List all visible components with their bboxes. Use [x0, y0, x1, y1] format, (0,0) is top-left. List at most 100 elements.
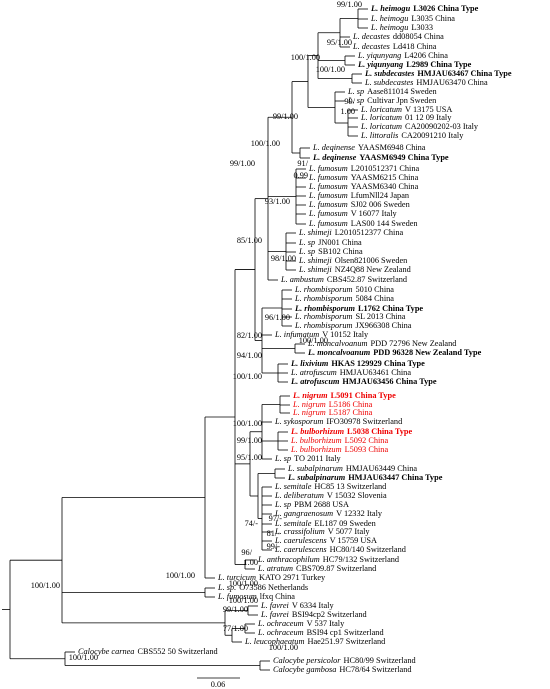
taxon-name: L. sykosporum	[274, 417, 323, 426]
taxon-name: L. sp	[347, 87, 364, 96]
support-value: 99/1.00	[230, 159, 255, 168]
taxon-voucher: CA20091210 Italy	[401, 131, 464, 140]
support-value: 85/1.00	[237, 236, 262, 245]
taxon-name: L. semitale	[274, 482, 312, 491]
taxon-label: L. atrofuscum HMJAU63456 China Type	[290, 377, 437, 386]
taxon-name: L. nigrum	[292, 408, 326, 417]
tree-branches	[2, 8, 368, 671]
taxon-voucher: L2010512377 China	[335, 228, 404, 237]
taxon-voucher: EL187 09 Sweden	[314, 519, 376, 528]
taxon-voucher: HMJAU63461 China	[340, 368, 412, 377]
taxon-label: L. sykosporum IFO30978 Switzerland	[274, 417, 403, 426]
taxon-name: L. sp	[274, 500, 291, 509]
support-value: 81/-	[267, 529, 281, 538]
taxon-name: L. bulborhizum	[290, 436, 342, 445]
taxon-label: L. subalpinarum HMJAU63449 China	[287, 464, 417, 473]
taxon-label: L. sp Cultivar Jpn Sweden	[347, 96, 437, 105]
taxon-voucher: HC85 13 Switzerland	[314, 482, 387, 491]
taxon-label: Calocybe carnea CBS552 50 Switzerland	[78, 647, 219, 656]
taxon-voucher: L2989 China Type	[406, 60, 471, 69]
taxon-voucher: lfxq China	[260, 592, 296, 601]
taxon-name: L. turcicum	[217, 573, 256, 582]
taxon-name: L. rhombisporum	[294, 285, 352, 294]
support-value: 0.99	[293, 171, 308, 180]
taxon-label: L. bulborhizum L5038 China Type	[290, 427, 413, 436]
taxon-name: L. fumosum	[308, 164, 348, 173]
taxon-voucher: IFO30978 Switzerland	[326, 417, 403, 426]
support-value: 96/1.00	[265, 313, 290, 322]
taxon-voucher: HMJAU63449 China	[346, 464, 418, 473]
support-value: 100/1.00	[166, 571, 195, 580]
taxon-voucher: HC79/132 Switzerland	[323, 555, 400, 564]
taxon-label: L. rhombisporum L1762 China Type	[294, 304, 423, 313]
taxon-voucher: L5187 China	[329, 408, 373, 417]
taxon-voucher: YAASM6340 China	[351, 182, 419, 191]
taxon-label: L. rhombisporum 5084 China	[294, 294, 394, 303]
taxon-name: L. atratum	[257, 564, 293, 573]
taxon-label: L. atratum CBS709.87 Switzerland	[257, 564, 377, 573]
taxon-name: L. yiqunyang	[357, 60, 403, 69]
taxon-label: L. lixivium HKAS 129929 China Type	[290, 359, 425, 368]
support-value: 98/1.00	[271, 254, 296, 263]
taxon-name: L. leucophaeatum	[244, 637, 304, 646]
taxon-name: L. decastes	[352, 42, 390, 51]
taxon-voucher: KATO 2971 Turkey	[259, 573, 326, 582]
taxon-voucher: PDD 96328 New Zealand Type	[373, 348, 481, 357]
taxon-label: L. crassifolium V 5077 Italy	[274, 527, 370, 536]
taxon-label: L. ochraceum V 537 Italy	[257, 619, 345, 628]
taxon-label: L. deqinense YAASM6948 China	[312, 143, 426, 152]
taxon-label: L. heimogu L3026 China Type	[370, 4, 479, 13]
taxon-name: L. heimogu	[370, 4, 411, 13]
taxon-voucher: HC80/99 Switzerland	[344, 656, 417, 665]
taxon-label: L. sp. O73586 Netherlands	[217, 583, 308, 592]
taxon-label: L. fumosum LAS00 144 Sweden	[308, 219, 418, 228]
taxon-label: L. yiqunyang L4206 China	[357, 51, 448, 60]
taxon-label: L. subalpinarum HMJAU63447 China Type	[287, 473, 443, 482]
support-value: 100/1.00	[69, 653, 98, 662]
support-value: 100/1.00	[299, 336, 328, 345]
taxon-label: L. rhombisporum SL 2013 China	[294, 312, 406, 321]
taxon-voucher: Hae251.97 Switzerland	[307, 637, 386, 646]
taxon-name: L. bulborhizum	[290, 427, 345, 436]
taxon-label: L. semitale EL187 09 Sweden	[274, 519, 377, 528]
taxon-voucher: V 15032 Slovenia	[327, 491, 387, 500]
taxon-voucher: SJ02 006 Sweden	[351, 200, 411, 209]
taxon-voucher: HMJAU63456 China Type	[342, 377, 437, 386]
taxon-name: L. deqinense	[312, 143, 355, 152]
taxon-voucher: L3035 China	[411, 14, 455, 23]
taxon-label: L. sp JN001 China	[298, 238, 362, 247]
taxon-label: L. shimeji L2010512377 China	[298, 228, 403, 237]
taxon-name: L. subalpinarum	[287, 473, 346, 482]
taxon-name: L. favrei	[260, 601, 290, 610]
taxon-voucher: LAS00 144 Sweden	[351, 219, 419, 228]
taxon-voucher: YAASM6949 China Type	[359, 153, 449, 162]
taxon-name: L. loricatum	[360, 113, 402, 122]
taxon-voucher: Cultivar Jpn Sweden	[367, 96, 437, 105]
support-value: 99/1.00	[337, 0, 362, 9]
taxon-label: L. fumosum LfumNll24 Japan	[308, 191, 410, 200]
support-value: 100/1.00	[229, 579, 258, 588]
taxon-label: L. decastes dd08054 China	[352, 32, 444, 41]
taxon-voucher: SB102 China	[318, 247, 363, 256]
taxon-label: Calocybe gambosa HC78/64 Switzerland	[273, 665, 412, 674]
taxon-name: L. favrei	[260, 610, 290, 619]
taxon-label: L. heimogu L3035 China	[370, 14, 455, 23]
taxon-voucher: L2010512371 China	[351, 164, 420, 173]
taxon-label: L. moncalvoanum PDD 96328 New Zealand Typ…	[307, 348, 482, 357]
taxon-name: L. subdecastes	[364, 69, 414, 78]
taxon-voucher: PDD 72796 New Zealand	[370, 339, 457, 348]
taxon-name: L. rhombisporum	[294, 294, 352, 303]
taxon-label: L. deqinense YAASM6949 China Type	[312, 153, 449, 162]
support-value: 100/1.00	[316, 65, 345, 74]
taxon-label: L. loricatum CA20090202-03 Italy	[360, 122, 479, 131]
taxon-voucher: HMJAU63467 China Type	[417, 69, 512, 78]
support-value: 91/	[297, 159, 308, 168]
taxon-voucher: V 13175 USA	[405, 105, 452, 114]
taxon-name: L. anthracophilum	[257, 555, 320, 564]
taxon-voucher: V 12332 Italy	[336, 509, 383, 518]
taxon-label: L. littoralis CA20091210 Italy	[360, 131, 464, 140]
taxon-voucher: CA20090202-03 Italy	[405, 122, 479, 131]
taxon-name: L. gangraenosum	[274, 509, 333, 518]
support-value: 99/1.00	[223, 605, 248, 614]
